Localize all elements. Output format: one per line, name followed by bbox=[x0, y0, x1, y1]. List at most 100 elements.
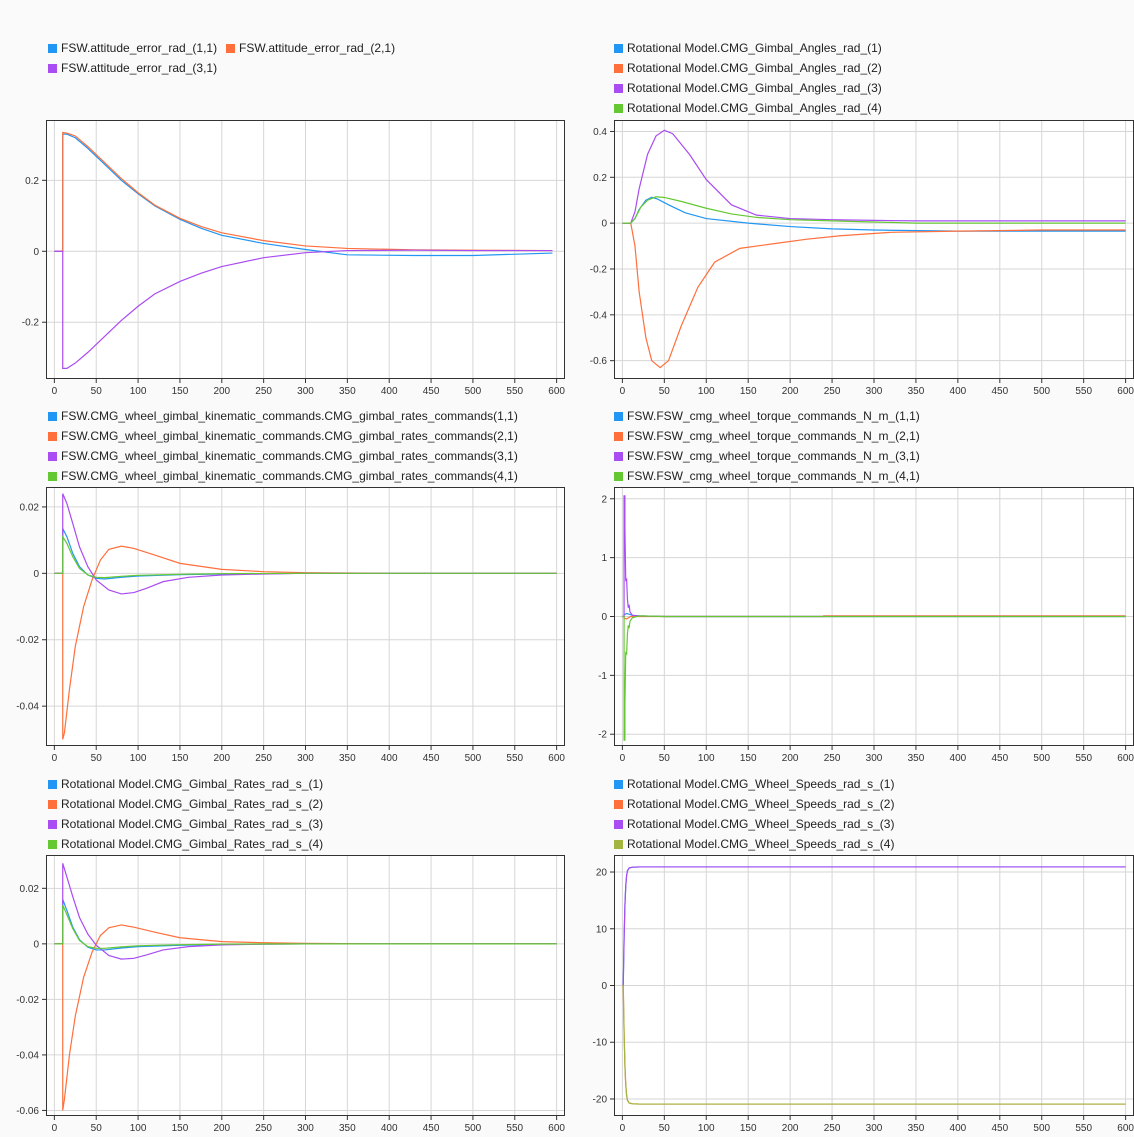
x-tick-label: 0 bbox=[52, 753, 58, 764]
legend-entry[interactable]: Rotational Model.CMG_Gimbal_Rates_rad_s_… bbox=[48, 777, 323, 791]
series-line-4 bbox=[54, 534, 557, 579]
legend-label: FSW.CMG_wheel_gimbal_kinematic_commands.… bbox=[61, 449, 518, 463]
legend-entry[interactable]: FSW.CMG_wheel_gimbal_kinematic_commands.… bbox=[48, 429, 518, 443]
x-tick-label: 50 bbox=[91, 753, 103, 764]
x-tick-label: 200 bbox=[213, 386, 230, 397]
y-tick-label: -0.02 bbox=[16, 635, 39, 646]
legend-swatch bbox=[48, 779, 57, 789]
x-tick-label: 350 bbox=[908, 1123, 925, 1134]
legend-entry[interactable]: Rotational Model.CMG_Gimbal_Angles_rad_(… bbox=[614, 101, 882, 115]
legend-entry[interactable]: FSW.CMG_wheel_gimbal_kinematic_commands.… bbox=[48, 449, 518, 463]
y-tick-label: -0.02 bbox=[16, 995, 39, 1006]
x-tick-label: 350 bbox=[339, 1123, 356, 1134]
legend-entry[interactable]: FSW.attitude_error_rad_(3,1) bbox=[48, 61, 217, 75]
x-tick-label: 600 bbox=[548, 1123, 565, 1134]
series-line-3 bbox=[622, 866, 1126, 987]
legend-swatch bbox=[614, 103, 623, 113]
x-tick-label: 450 bbox=[991, 753, 1008, 764]
x-tick-label: 450 bbox=[991, 386, 1008, 397]
legend-entry[interactable]: FSW.attitude_error_rad_(2,1) bbox=[226, 41, 395, 55]
x-tick-label: 500 bbox=[1033, 753, 1050, 764]
y-tick-label: 1 bbox=[601, 553, 607, 564]
x-tick-label: 550 bbox=[506, 386, 523, 397]
x-tick-label: 200 bbox=[782, 1123, 799, 1134]
y-tick-label: 2 bbox=[601, 494, 607, 505]
x-tick-label: 0 bbox=[52, 1123, 58, 1134]
legend-entry[interactable]: Rotational Model.CMG_Wheel_Speeds_rad_s_… bbox=[614, 777, 894, 791]
legend-entry[interactable]: Rotational Model.CMG_Gimbal_Angles_rad_(… bbox=[614, 81, 882, 95]
y-tick-label: -0.2 bbox=[22, 318, 40, 329]
x-tick-label: 100 bbox=[698, 753, 715, 764]
x-tick-label: 300 bbox=[866, 386, 883, 397]
x-tick-label: 0 bbox=[620, 386, 626, 397]
y-tick-label: 0.2 bbox=[593, 173, 607, 184]
legend-swatch bbox=[614, 819, 623, 829]
legend-label: FSW.attitude_error_rad_(3,1) bbox=[61, 61, 218, 75]
chart-2: 0 50 100 150 200 250 300 350 400 450 500 550 600 -0.6… bbox=[590, 120, 1134, 397]
x-tick-label: 50 bbox=[91, 386, 103, 397]
legend-entry[interactable]: Rotational Model.CMG_Gimbal_Angles_rad_(… bbox=[614, 41, 882, 55]
legend-label: Rotational Model.CMG_Gimbal_Angles_rad_(… bbox=[627, 81, 882, 95]
y-tick-label: -2 bbox=[598, 730, 607, 741]
x-tick-label: 300 bbox=[866, 1123, 883, 1134]
legend-entry[interactable]: FSW.attitude_error_rad_(1,1) bbox=[48, 41, 217, 55]
x-tick-label: 100 bbox=[130, 753, 147, 764]
chart-5: 0 50 100 150 200 250 300 350 400 450 500 550 600 -0.0… bbox=[16, 855, 565, 1134]
x-tick-label: 550 bbox=[506, 753, 523, 764]
x-tick-label: 500 bbox=[1033, 386, 1050, 397]
legend-entry[interactable]: Rotational Model.CMG_Wheel_Speeds_rad_s_… bbox=[614, 817, 894, 831]
x-tick-label: 200 bbox=[213, 1123, 230, 1134]
y-tick-label: 0.2 bbox=[25, 176, 39, 187]
x-tick-label: 400 bbox=[950, 386, 967, 397]
x-tick-label: 450 bbox=[423, 1123, 440, 1134]
x-tick-label: 150 bbox=[172, 753, 189, 764]
legend-entry[interactable]: FSW.CMG_wheel_gimbal_kinematic_commands.… bbox=[48, 409, 518, 423]
legend-swatch bbox=[48, 471, 57, 481]
legend-entry[interactable]: FSW.FSW_cmg_wheel_torque_commands_N_m_(3… bbox=[614, 449, 920, 463]
series-line-3 bbox=[54, 493, 557, 595]
legend-entry[interactable]: FSW.CMG_wheel_gimbal_kinematic_commands.… bbox=[48, 469, 518, 483]
x-tick-label: 300 bbox=[297, 386, 314, 397]
x-tick-label: 600 bbox=[1117, 386, 1134, 397]
y-tick-label: 0 bbox=[601, 981, 607, 992]
legend-entry[interactable]: Rotational Model.CMG_Gimbal_Angles_rad_(… bbox=[614, 61, 882, 75]
x-tick-label: 350 bbox=[339, 753, 356, 764]
y-tick-label: -0.04 bbox=[16, 702, 39, 713]
legend-entry[interactable]: FSW.FSW_cmg_wheel_torque_commands_N_m_(4… bbox=[614, 469, 920, 483]
x-tick-label: 550 bbox=[1075, 1123, 1092, 1134]
legend-entry[interactable]: Rotational Model.CMG_Gimbal_Rates_rad_s_… bbox=[48, 817, 323, 831]
x-tick-label: 500 bbox=[465, 1123, 482, 1134]
x-tick-label: 300 bbox=[297, 753, 314, 764]
y-tick-label: -1 bbox=[598, 671, 607, 682]
x-tick-label: 100 bbox=[698, 386, 715, 397]
legend-entry[interactable]: FSW.FSW_cmg_wheel_torque_commands_N_m_(2… bbox=[614, 429, 920, 443]
y-tick-label: -0.06 bbox=[16, 1106, 39, 1117]
x-tick-label: 550 bbox=[506, 1123, 523, 1134]
x-tick-label: 450 bbox=[991, 1123, 1008, 1134]
x-tick-label: 250 bbox=[824, 386, 841, 397]
legend-label: FSW.attitude_error_rad_(1,1) bbox=[61, 41, 218, 55]
legend-label: Rotational Model.CMG_Wheel_Speeds_rad_s_… bbox=[627, 797, 895, 811]
legend-swatch bbox=[48, 799, 57, 809]
series-line-4 bbox=[622, 615, 1126, 741]
x-tick-label: 250 bbox=[824, 1123, 841, 1134]
legend-entry[interactable]: FSW.FSW_cmg_wheel_torque_commands_N_m_(1… bbox=[614, 409, 920, 423]
series-line-3 bbox=[54, 863, 557, 960]
legend-label: FSW.FSW_cmg_wheel_torque_commands_N_m_(4… bbox=[627, 469, 920, 483]
legend-entry[interactable]: Rotational Model.CMG_Wheel_Speeds_rad_s_… bbox=[614, 837, 894, 851]
x-tick-label: 400 bbox=[381, 386, 398, 397]
legend-label: Rotational Model.CMG_Wheel_Speeds_rad_s_… bbox=[627, 817, 895, 831]
legend-entry[interactable]: Rotational Model.CMG_Wheel_Speeds_rad_s_… bbox=[614, 797, 894, 811]
legend-entry[interactable]: Rotational Model.CMG_Gimbal_Rates_rad_s_… bbox=[48, 837, 323, 851]
x-tick-label: 450 bbox=[423, 386, 440, 397]
series-line-1 bbox=[54, 133, 553, 257]
legend-label: Rotational Model.CMG_Gimbal_Rates_rad_s_… bbox=[61, 837, 324, 851]
x-tick-label: 500 bbox=[465, 753, 482, 764]
x-tick-label: 150 bbox=[740, 386, 757, 397]
legend-label: Rotational Model.CMG_Gimbal_Rates_rad_s_… bbox=[61, 797, 324, 811]
y-tick-label: 20 bbox=[596, 868, 608, 879]
x-tick-label: 200 bbox=[213, 753, 230, 764]
chart-6: 0 50 100 150 200 250 300 350 400 450 500 550 600-20-… bbox=[593, 855, 1134, 1134]
legend-label: Rotational Model.CMG_Wheel_Speeds_rad_s_… bbox=[627, 837, 895, 851]
legend-entry[interactable]: Rotational Model.CMG_Gimbal_Rates_rad_s_… bbox=[48, 797, 323, 811]
